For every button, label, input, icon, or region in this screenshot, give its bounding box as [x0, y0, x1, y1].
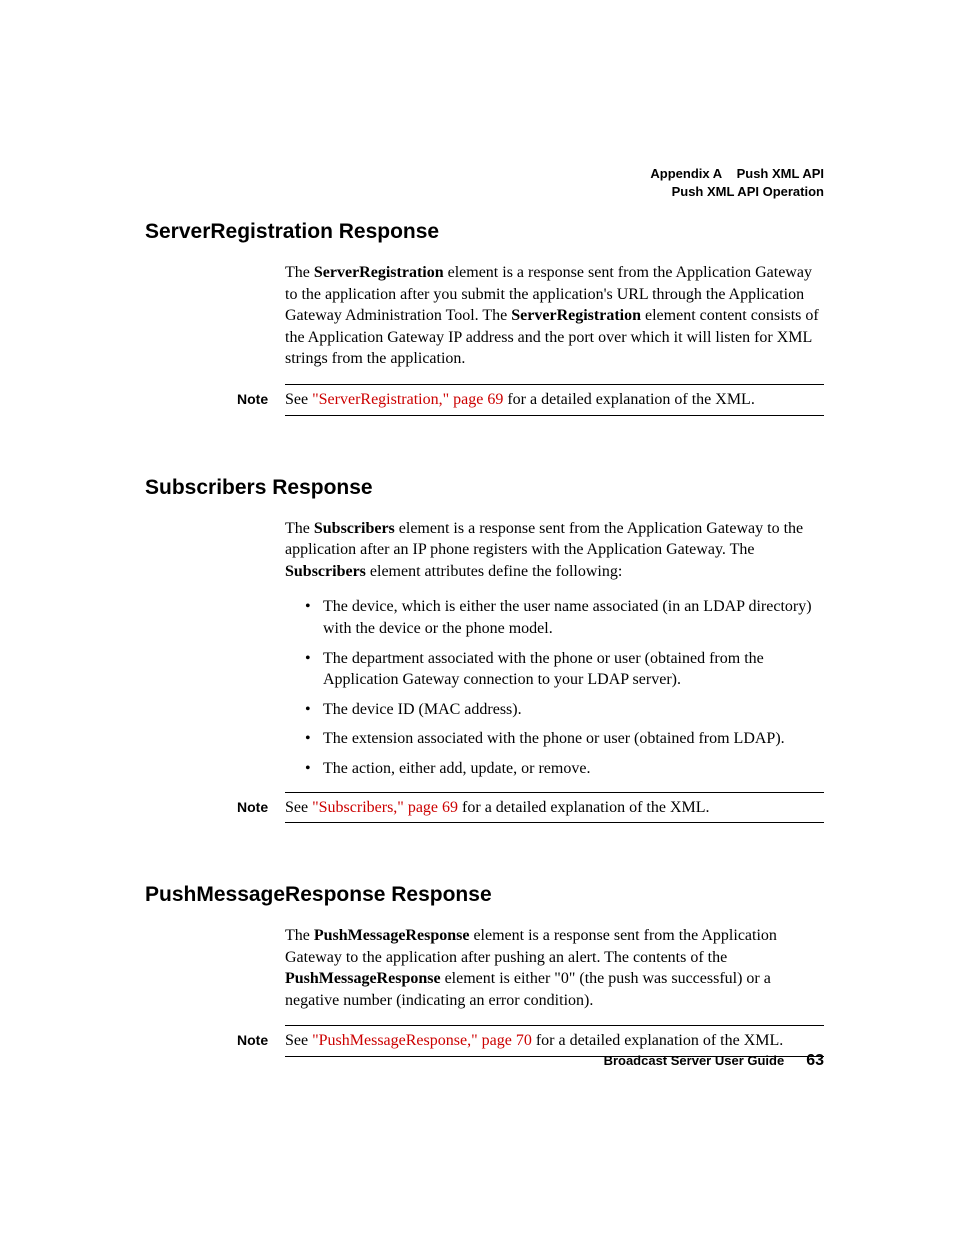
link-subscribers[interactable]: "Subscribers," page 69 — [312, 799, 458, 816]
note-text: See "ServerRegistration," page 69 for a … — [285, 389, 824, 411]
note-row: Note See "PushMessageResponse," page 70 … — [237, 1030, 824, 1052]
note-label: Note — [237, 1030, 285, 1048]
heading-push-message: PushMessageResponse Response — [145, 883, 824, 907]
para-subscribers: The Subscribers element is a response se… — [285, 518, 824, 583]
note-rule-top — [285, 792, 824, 793]
link-server-registration[interactable]: "ServerRegistration," page 69 — [312, 391, 503, 408]
bullet-list-subscribers: The device, which is either the user nam… — [305, 596, 824, 779]
note-rule-top — [285, 1025, 824, 1026]
note-rule-bottom — [285, 822, 824, 823]
link-push-message[interactable]: "PushMessageResponse," page 70 — [312, 1032, 532, 1049]
note-rule-top — [285, 384, 824, 385]
note-label: Note — [237, 797, 285, 815]
list-item: The device, which is either the user nam… — [305, 596, 824, 639]
appendix-label: Appendix A — [650, 166, 722, 181]
heading-server-registration: ServerRegistration Response — [145, 220, 824, 244]
note-pre: See — [285, 1032, 312, 1049]
heading-subscribers: Subscribers Response — [145, 476, 824, 500]
section-push-message: PushMessageResponse Response The PushMes… — [145, 883, 824, 1057]
chapter-title: Push XML API — [737, 166, 824, 181]
page-content: Appendix A Push XML API Push XML API Ope… — [0, 0, 954, 1057]
list-item: The action, either add, update, or remov… — [305, 758, 824, 780]
running-header: Appendix A Push XML API Push XML API Ope… — [650, 165, 824, 201]
note-label: Note — [237, 389, 285, 407]
note-text: See "PushMessageResponse," page 70 for a… — [285, 1030, 824, 1052]
header-line-1: Appendix A Push XML API — [650, 165, 824, 183]
list-item: The device ID (MAC address). — [305, 699, 824, 721]
section-server-registration: ServerRegistration Response The ServerRe… — [145, 220, 824, 416]
list-item: The department associated with the phone… — [305, 648, 824, 691]
note-pre: See — [285, 391, 312, 408]
note-text: See "Subscribers," page 69 for a detaile… — [285, 797, 824, 819]
list-item: The extension associated with the phone … — [305, 728, 824, 750]
note-rule-bottom — [285, 415, 824, 416]
note-row: Note See "Subscribers," page 69 for a de… — [237, 797, 824, 819]
note-post: for a detailed explanation of the XML. — [458, 799, 709, 816]
para-server-registration: The ServerRegistration element is a resp… — [285, 262, 824, 370]
note-server-registration: Note See "ServerRegistration," page 69 f… — [237, 384, 824, 416]
header-line-2: Push XML API Operation — [650, 183, 824, 201]
footer-guide-title: Broadcast Server User Guide — [604, 1053, 785, 1068]
section-subscribers: Subscribers Response The Subscribers ele… — [145, 476, 824, 824]
para-push-message: The PushMessageResponse element is a res… — [285, 925, 824, 1011]
footer: Broadcast Server User Guide 63 — [604, 1052, 824, 1070]
note-subscribers: Note See "Subscribers," page 69 for a de… — [237, 792, 824, 824]
note-post: for a detailed explanation of the XML. — [503, 391, 754, 408]
note-pre: See — [285, 799, 312, 816]
footer-page-number: 63 — [806, 1052, 824, 1069]
note-row: Note See "ServerRegistration," page 69 f… — [237, 389, 824, 411]
note-post: for a detailed explanation of the XML. — [532, 1032, 783, 1049]
